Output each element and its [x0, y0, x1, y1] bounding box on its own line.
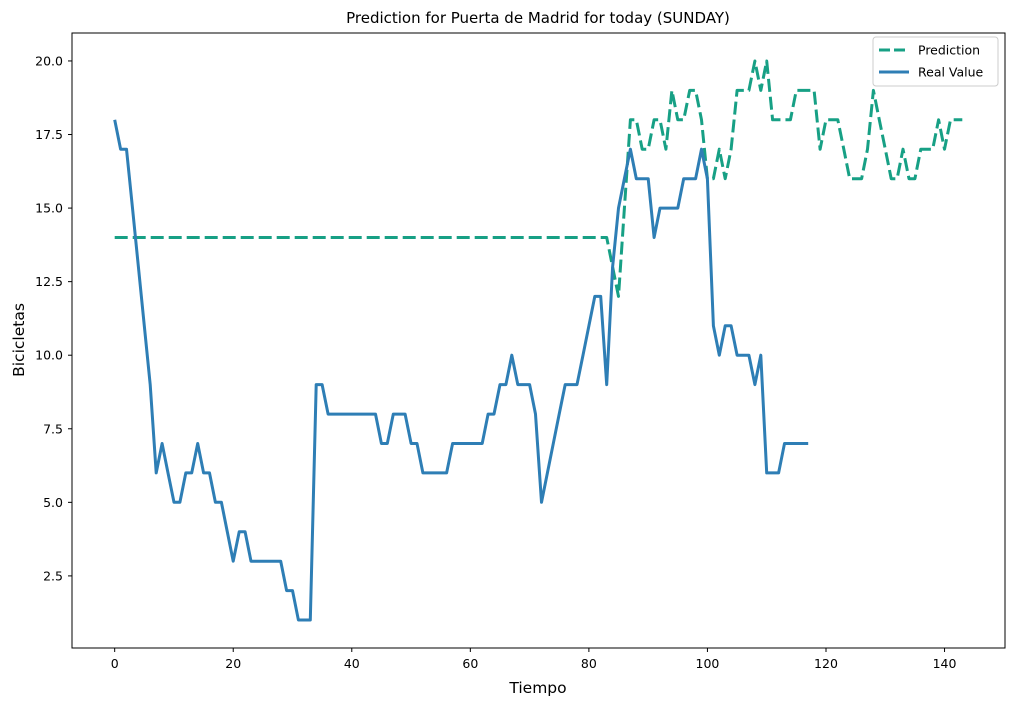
x-tick-label: 20 — [225, 656, 241, 671]
y-tick-label: 20.0 — [35, 53, 63, 68]
y-tick-label: 12.5 — [35, 274, 63, 289]
x-tick-label: 120 — [814, 656, 838, 671]
x-axis: 0 20 40 60 80 100 120 140 — [111, 648, 957, 671]
series-line-prediction — [114, 59, 963, 298]
y-tick-label: 15.0 — [35, 201, 63, 216]
legend-label: Prediction — [918, 43, 980, 58]
series-layer — [113, 59, 963, 622]
y-tick-label: 10.0 — [35, 348, 63, 363]
x-tick-label: 80 — [581, 656, 597, 671]
x-axis-title: Tiempo — [508, 679, 566, 697]
x-tick-label: 60 — [462, 656, 478, 671]
x-tick-label: 40 — [344, 656, 360, 671]
y-tick-label: 17.5 — [35, 127, 63, 142]
legend-label: Real Value — [918, 65, 984, 80]
x-tick-label: 0 — [111, 656, 119, 671]
x-tick-label: 100 — [696, 656, 720, 671]
y-axis-title: Bicicletas — [10, 303, 28, 377]
x-tick-label: 140 — [933, 656, 957, 671]
plot-area — [71, 32, 1006, 649]
y-tick-label: 2.5 — [43, 568, 63, 583]
y-tick-label: 7.5 — [43, 421, 63, 436]
y-axis: 2.5 5.0 7.5 10.0 12.5 15.0 17.5 20.0 — [35, 53, 72, 583]
series-line-real-value — [113, 119, 809, 622]
chart-title: Prediction for Puerta de Madrid for toda… — [346, 9, 730, 27]
legend: Prediction Real Value — [872, 36, 999, 87]
y-tick-label: 5.0 — [43, 495, 63, 510]
plot-frame — [71, 32, 1006, 649]
